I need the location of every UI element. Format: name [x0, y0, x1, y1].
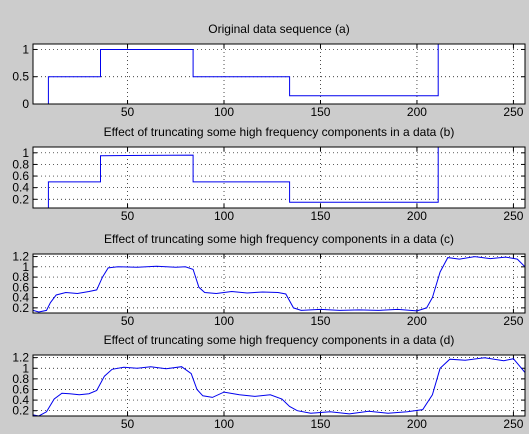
data-series-line — [33, 44, 525, 104]
chart-title: Effect of truncating some high frequency… — [104, 333, 455, 347]
plot-area — [32, 354, 526, 417]
chart-title: Effect of truncating some high frequency… — [104, 125, 455, 139]
x-tick-label: 100 — [214, 417, 234, 431]
y-tick-label: 0.2 — [12, 192, 29, 206]
y-tick-label: 0.6 — [12, 382, 29, 396]
plot-border — [32, 146, 526, 209]
y-tick-label: 1 — [22, 361, 29, 375]
y-tick-label: 0.2 — [12, 301, 29, 315]
x-tick-label: 150 — [310, 417, 330, 431]
y-tick-label: 1.2 — [12, 351, 29, 365]
x-tick-label: 250 — [503, 314, 523, 328]
plot-border — [32, 354, 526, 417]
y-tick-label: 0.4 — [12, 393, 29, 407]
y-tick-label: 0.5 — [12, 70, 29, 84]
x-tick-label: 50 — [121, 105, 135, 119]
x-tick-label: 250 — [503, 209, 523, 223]
plot-area — [32, 43, 526, 105]
y-tick-label: 0.8 — [12, 157, 29, 171]
data-series-line — [33, 147, 525, 208]
x-tick-label: 250 — [503, 105, 523, 119]
x-tick-label: 100 — [214, 314, 234, 328]
x-tick-label: 150 — [310, 314, 330, 328]
x-tick-label: 200 — [407, 209, 427, 223]
chart-panel-1: Original data sequence (a) 50 100 150 200 250… — [12, 22, 526, 119]
data-series-line — [33, 357, 525, 416]
chart-title: Effect of truncating some high frequency… — [104, 232, 454, 246]
x-tick-label: 50 — [121, 314, 135, 328]
y-tick-label: 0.2 — [12, 404, 29, 418]
y-tick-label: 1 — [22, 42, 29, 56]
x-tick-label: 250 — [503, 417, 523, 431]
y-tick-label: 1 — [22, 146, 29, 160]
x-tick-label: 150 — [310, 105, 330, 119]
x-tick-label: 100 — [214, 209, 234, 223]
plot-border — [32, 253, 526, 314]
y-tick-label: 0.6 — [12, 169, 29, 183]
y-tick-label: 0.8 — [12, 270, 29, 284]
chart-panel-2: Effect of truncating some high frequency… — [12, 125, 526, 223]
x-tick-label: 200 — [407, 105, 427, 119]
chart-title: Original data sequence (a) — [208, 22, 349, 36]
chart-panel-4: Effect of truncating some high frequency… — [12, 333, 526, 431]
plot-area — [32, 253, 526, 314]
y-tick-label: 0.8 — [12, 372, 29, 386]
y-tick-label: 0.6 — [12, 280, 29, 294]
x-tick-label: 50 — [121, 417, 135, 431]
data-series-line — [33, 256, 525, 313]
x-tick-label: 200 — [407, 314, 427, 328]
y-tick-label: 0.4 — [12, 291, 29, 305]
chart-panel-3: Effect of truncating some high frequency… — [12, 232, 526, 328]
y-tick-label: 1.2 — [12, 250, 29, 264]
x-tick-label: 100 — [214, 105, 234, 119]
y-tick-label: 1 — [22, 260, 29, 274]
x-tick-label: 150 — [310, 209, 330, 223]
x-tick-label: 200 — [407, 417, 427, 431]
y-tick-label: 0 — [22, 97, 29, 111]
x-tick-label: 50 — [121, 209, 135, 223]
plot-border — [32, 43, 526, 105]
y-tick-label: 0.4 — [12, 181, 29, 195]
